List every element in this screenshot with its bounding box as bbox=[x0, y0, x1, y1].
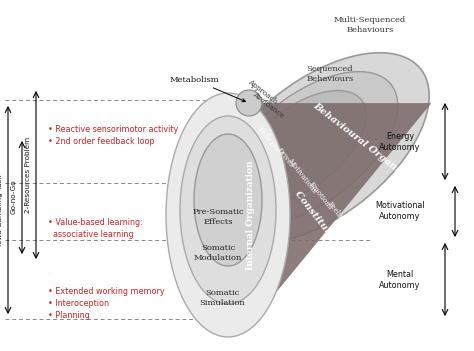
Text: Approach: Approach bbox=[246, 78, 278, 106]
Text: Multi-Sequenced
Behaviours: Multi-Sequenced Behaviours bbox=[334, 16, 406, 34]
Ellipse shape bbox=[180, 116, 276, 304]
Text: Metabolism: Metabolism bbox=[170, 76, 246, 102]
Text: Sequenced
Behaviours: Sequenced Behaviours bbox=[306, 65, 354, 82]
Text: Motivational
Autonomy: Motivational Autonomy bbox=[375, 201, 425, 221]
Text: Behavioural Organization: Behavioural Organization bbox=[311, 101, 428, 195]
Text: Iowa Gambling Task: Iowa Gambling Task bbox=[0, 174, 3, 246]
Ellipse shape bbox=[166, 93, 290, 337]
Text: • Extended working memory
• Interoception
• Planning: • Extended working memory • Interoceptio… bbox=[48, 287, 164, 320]
Text: Reflexes: Reflexes bbox=[255, 126, 280, 154]
Ellipse shape bbox=[194, 134, 262, 266]
Text: Emotions: Emotions bbox=[307, 180, 333, 212]
Text: Go-no-Go: Go-no-Go bbox=[11, 180, 17, 214]
Text: Somatic
Simulation: Somatic Simulation bbox=[199, 290, 245, 307]
Text: Somatic
Modulation: Somatic Modulation bbox=[194, 244, 242, 261]
Ellipse shape bbox=[222, 72, 398, 224]
Text: • Value-based learning:
  associative learning: • Value-based learning: associative lear… bbox=[48, 218, 143, 239]
Text: Motivations: Motivations bbox=[286, 157, 318, 195]
Text: 2-Resources Problem: 2-Resources Problem bbox=[25, 137, 31, 213]
Text: • Reactive sensorimotor activity
• 2nd order feedback loop: • Reactive sensorimotor activity • 2nd o… bbox=[48, 125, 178, 146]
Text: Feelings: Feelings bbox=[326, 200, 350, 228]
Text: Constitutive Organization: Constitutive Organization bbox=[293, 190, 387, 307]
Text: Internal Organization: Internal Organization bbox=[246, 160, 255, 270]
Text: Energy
Autonomy: Energy Autonomy bbox=[379, 132, 421, 152]
Text: Pre-Somatic
Effects: Pre-Somatic Effects bbox=[192, 208, 244, 226]
Circle shape bbox=[236, 90, 262, 116]
Text: Avoidance: Avoidance bbox=[251, 90, 285, 120]
Ellipse shape bbox=[234, 91, 366, 205]
Text: Mental
Autonomy: Mental Autonomy bbox=[379, 270, 421, 290]
Polygon shape bbox=[248, 103, 430, 325]
Text: Drives: Drives bbox=[275, 147, 295, 170]
Ellipse shape bbox=[211, 53, 429, 243]
